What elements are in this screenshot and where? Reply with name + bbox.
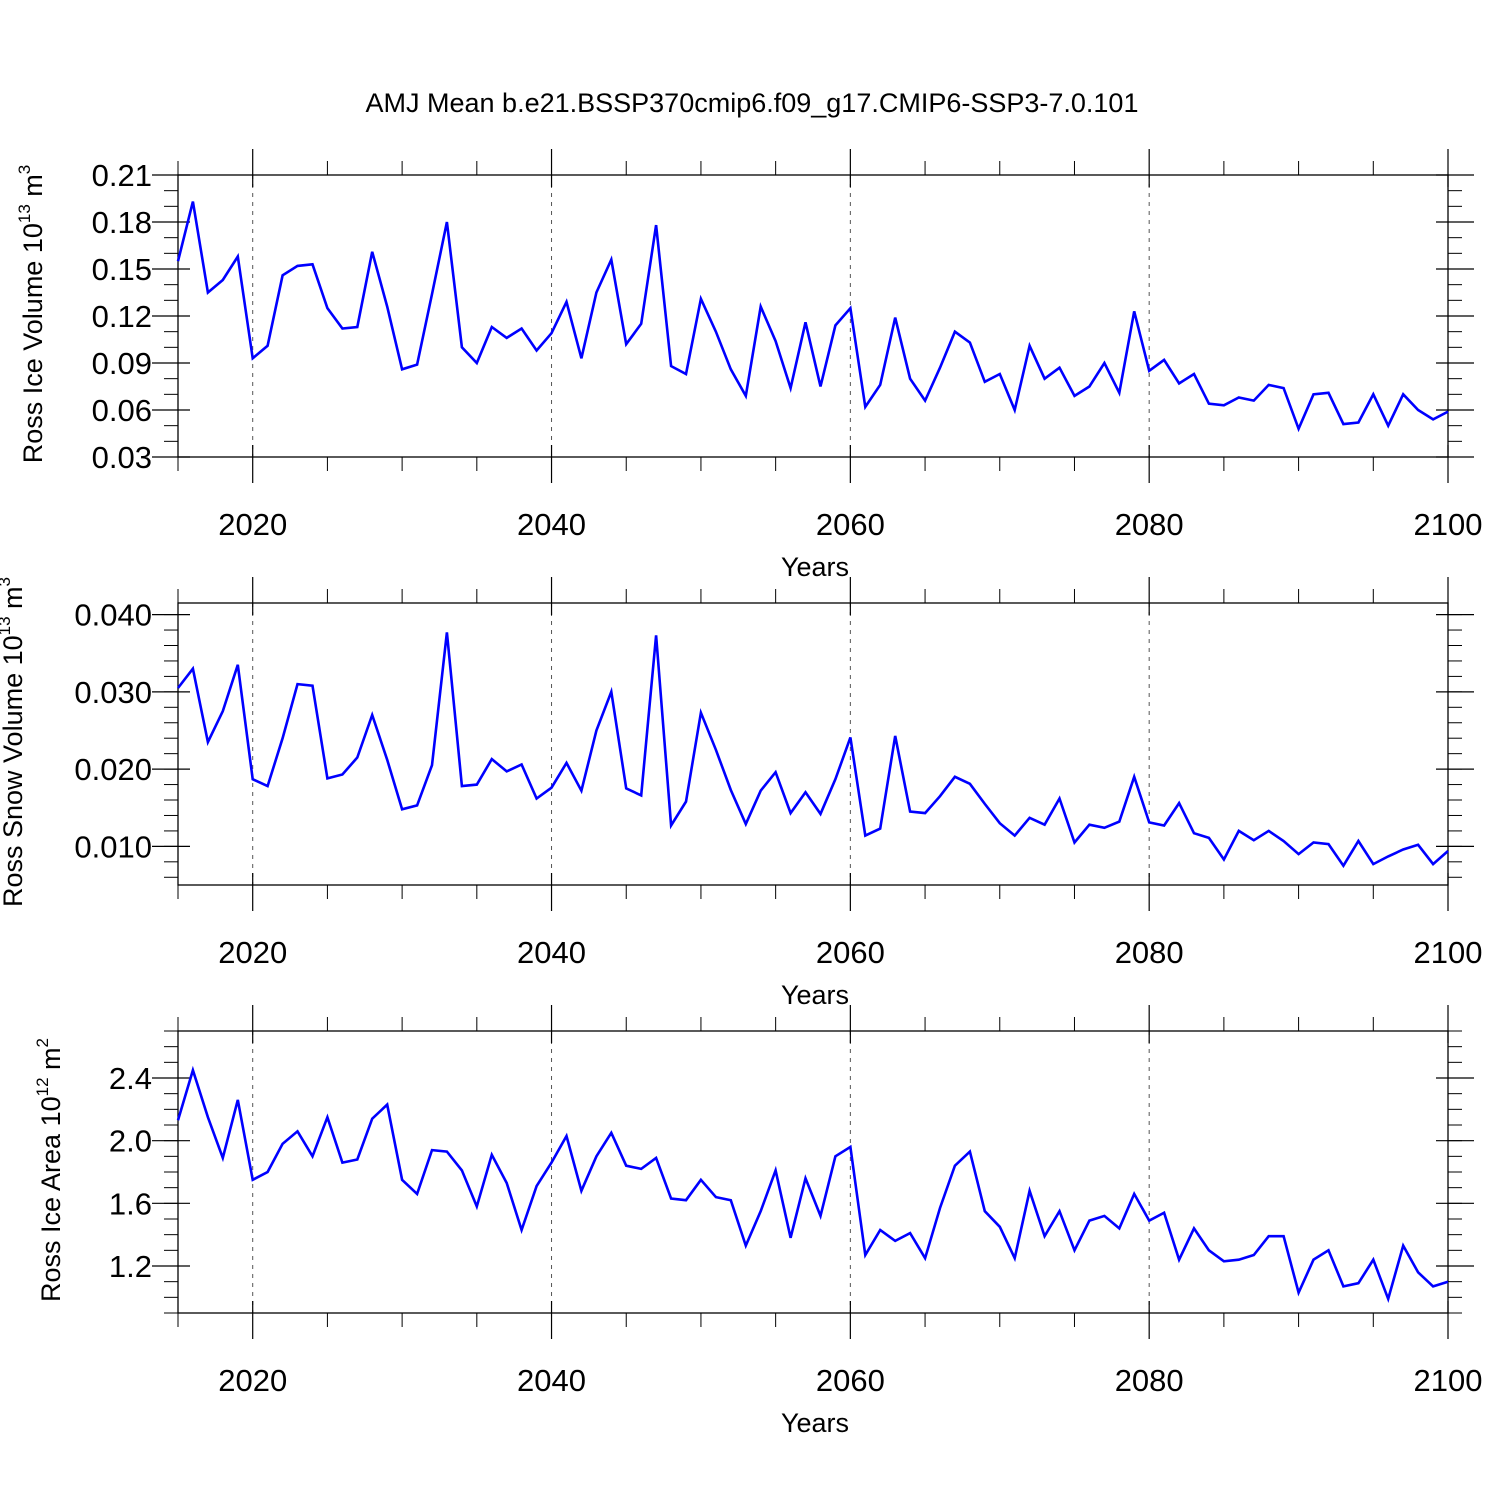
- x-tick-label: 2020: [218, 935, 287, 970]
- x-axis-label: Years: [781, 980, 849, 1010]
- series-line: [176, 201, 1449, 433]
- chart-panel-1: 0.03 0.06 0.09 0.12 0.15 0.18 0.21 2020 2040 2060…: [15, 149, 1482, 582]
- x-axis-label: Years: [781, 1408, 849, 1438]
- y-axis-label: Ross Snow Volume 1013 m3: [0, 577, 28, 907]
- x-tick-label: 2100: [1414, 935, 1483, 970]
- x-tick-label: 2060: [816, 507, 885, 542]
- chart-panel-2: 0.010 0.020 0.030 0.040 2020 2040 2060 2080 2100…: [0, 577, 1482, 1010]
- y-tick-label: 0.010: [74, 829, 152, 864]
- y-tick-label: 0.18: [92, 205, 152, 240]
- x-tick-label: 2040: [517, 935, 586, 970]
- x-tick-label: 2080: [1115, 935, 1184, 970]
- plot-frame: [177, 174, 1449, 458]
- y-tick-label: 2.0: [109, 1124, 152, 1159]
- series-line: [176, 632, 1449, 869]
- x-tick-label: 2040: [517, 507, 586, 542]
- x-tick-label: 2080: [1115, 507, 1184, 542]
- x-tick-label: 2020: [218, 1363, 287, 1398]
- x-tick-label: 2060: [816, 1363, 885, 1398]
- y-tick-label: 0.15: [92, 252, 152, 287]
- y-tick-label: 2.4: [109, 1061, 152, 1096]
- series-line: [176, 1065, 1449, 1304]
- y-tick-label: 1.2: [109, 1249, 152, 1284]
- x-tick-label: 2100: [1414, 1363, 1483, 1398]
- y-tick-label: 0.040: [74, 598, 152, 633]
- y-axis-label: Ross Ice Area 1012 m2: [33, 1038, 66, 1302]
- y-tick-label: 1.6: [109, 1186, 152, 1221]
- y-tick-label: 0.09: [92, 346, 152, 381]
- x-tick-label: 2040: [517, 1363, 586, 1398]
- y-tick-label: 0.020: [74, 752, 152, 787]
- y-tick-label: 0.030: [74, 675, 152, 710]
- plot-frame: [177, 1030, 1449, 1314]
- chart-title: AMJ Mean b.e21.BSSP370cmip6.f09_g17.CMIP…: [366, 88, 1139, 118]
- y-tick-label: 0.06: [92, 393, 152, 428]
- y-axis-label: Ross Ice Volume 1013 m3: [15, 165, 48, 464]
- x-tick-label: 2020: [218, 507, 287, 542]
- y-tick-label: 0.12: [92, 299, 152, 334]
- x-tick-label: 2100: [1414, 507, 1483, 542]
- chart-panel-3: 1.2 1.6 2.0 2.4 2020 2040 2060 2080 2100 Years Ros…: [33, 1005, 1482, 1438]
- x-axis-label: Years: [781, 552, 849, 582]
- plot-frame: [177, 602, 1449, 886]
- y-tick-label: 0.03: [92, 440, 152, 475]
- x-tick-label: 2080: [1115, 1363, 1184, 1398]
- x-tick-label: 2060: [816, 935, 885, 970]
- chart-panels: 0.03 0.06 0.09 0.12 0.15 0.18 0.21 2020 2040 2060…: [0, 149, 1482, 1438]
- y-tick-label: 0.21: [92, 158, 152, 193]
